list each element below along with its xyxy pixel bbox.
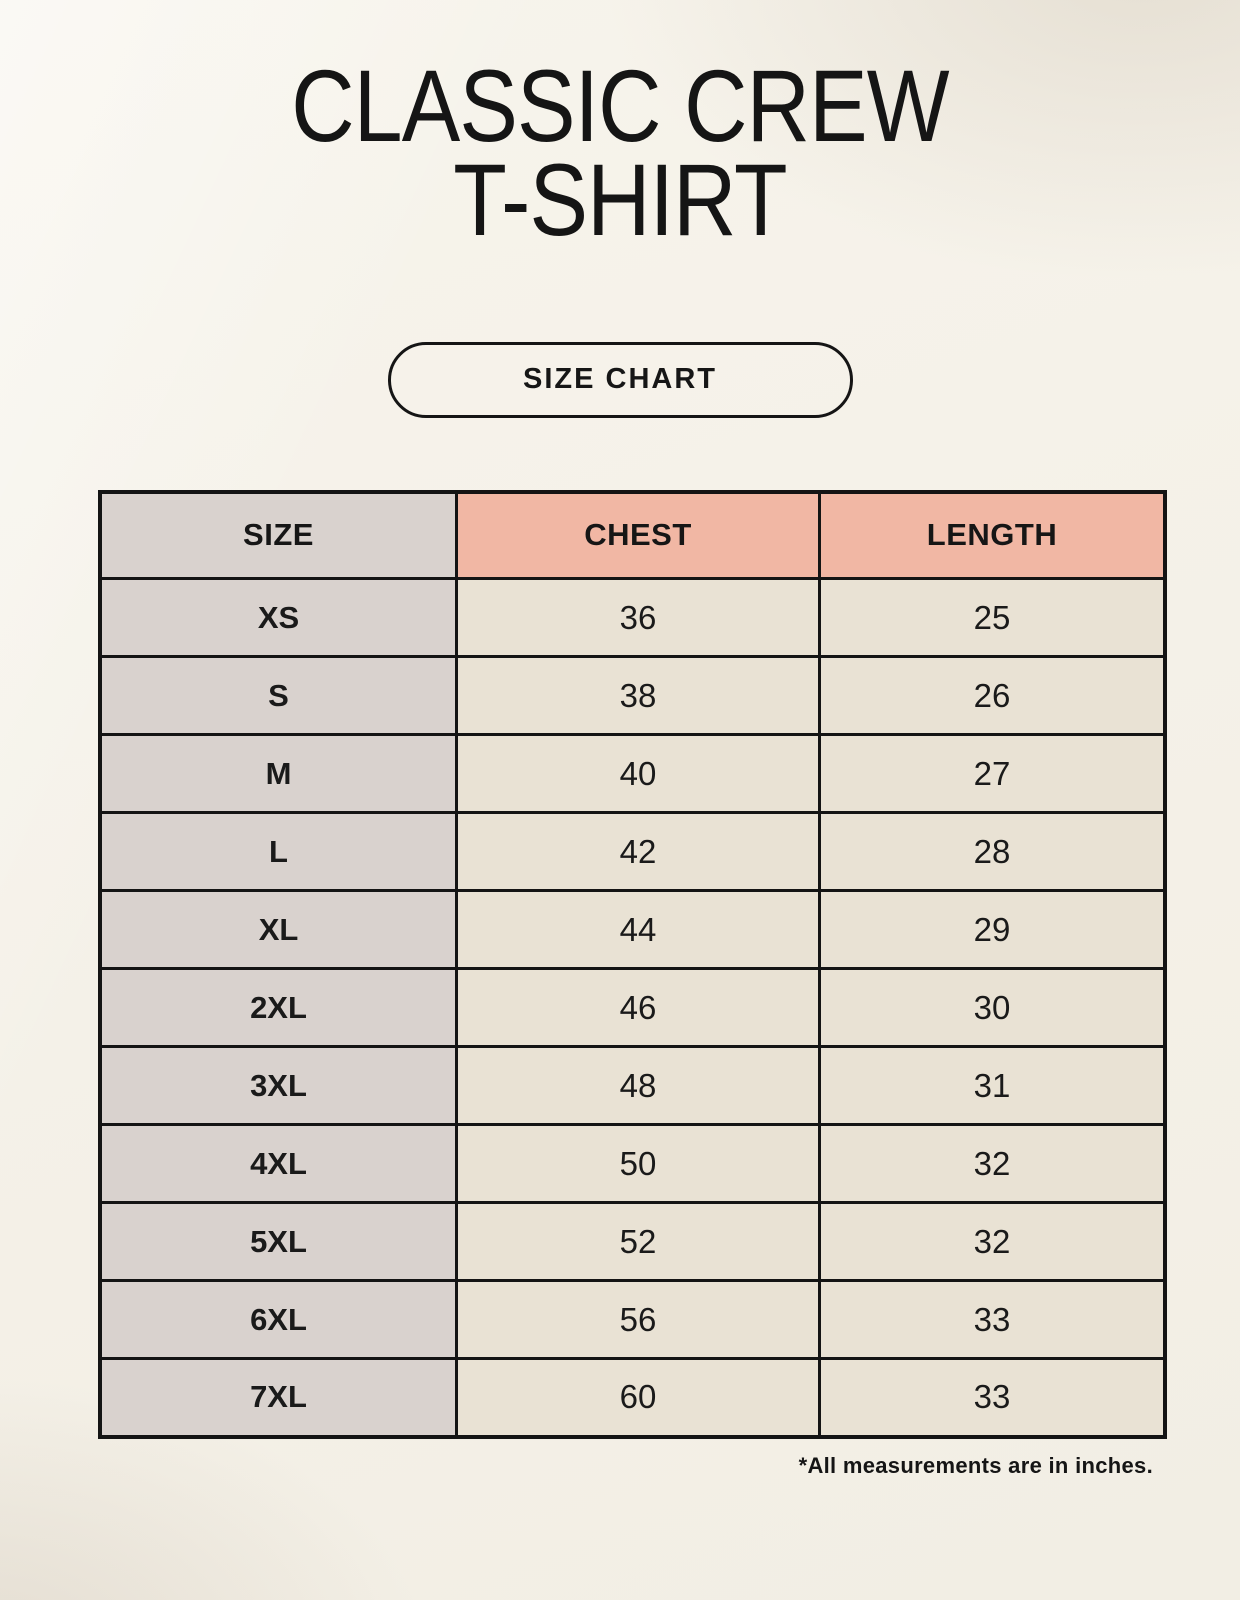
chest-value: 46: [455, 967, 821, 1049]
table-row: XS 36 25: [98, 577, 1167, 659]
length-value: 33: [818, 1357, 1167, 1439]
size-label: 4XL: [98, 1123, 458, 1205]
chest-value: 48: [455, 1045, 821, 1127]
table-row: 3XL 48 31: [98, 1045, 1167, 1127]
table-row: S 38 26: [98, 655, 1167, 737]
length-value: 29: [818, 889, 1167, 971]
table-row: 5XL 52 32: [98, 1201, 1167, 1283]
length-value: 32: [818, 1201, 1167, 1283]
size-label: 3XL: [98, 1045, 458, 1127]
size-label: S: [98, 655, 458, 737]
table-row: 4XL 50 32: [98, 1123, 1167, 1205]
size-label: 7XL: [98, 1357, 458, 1439]
chest-value: 38: [455, 655, 821, 737]
chest-value: 56: [455, 1279, 821, 1361]
length-value: 31: [818, 1045, 1167, 1127]
table-row: 7XL 60 33: [98, 1357, 1167, 1439]
size-label: XL: [98, 889, 458, 971]
chest-value: 50: [455, 1123, 821, 1205]
length-value: 26: [818, 655, 1167, 737]
page-title-line2: T-SHIRT: [453, 142, 787, 257]
size-chart-table: SIZE CHEST LENGTH XS 36 25 S 38 26 M 40 …: [98, 489, 1167, 1439]
size-label: 5XL: [98, 1201, 458, 1283]
table-row: L 42 28: [98, 811, 1167, 893]
size-label: 6XL: [98, 1279, 458, 1361]
column-header-length: LENGTH: [818, 490, 1167, 581]
measurements-footnote: *All measurements are in inches.: [798, 1452, 1153, 1478]
length-value: 30: [818, 967, 1167, 1049]
chest-value: 36: [455, 577, 821, 659]
size-label: XS: [98, 577, 458, 659]
chest-value: 52: [455, 1201, 821, 1283]
chest-value: 42: [455, 811, 821, 893]
chest-value: 40: [455, 733, 821, 815]
column-header-chest: CHEST: [455, 490, 821, 581]
title-block: CLASSIC CREW T-SHIRT: [0, 0, 1240, 251]
table-row: M 40 27: [98, 733, 1167, 815]
table-header-row: SIZE CHEST LENGTH: [98, 490, 1167, 581]
size-label: L: [98, 811, 458, 893]
length-value: 25: [818, 577, 1167, 659]
chest-value: 44: [455, 889, 821, 971]
table-row: 6XL 56 33: [98, 1279, 1167, 1361]
length-value: 33: [818, 1279, 1167, 1361]
column-header-size: SIZE: [98, 490, 458, 581]
length-value: 32: [818, 1123, 1167, 1205]
size-label: M: [98, 733, 458, 815]
table-row: XL 44 29: [98, 889, 1167, 971]
page-title-line1: CLASSIC CREW: [291, 49, 949, 163]
chest-value: 60: [455, 1357, 821, 1439]
size-chart-badge-label: SIZE CHART: [523, 363, 717, 396]
page-title: CLASSIC CREW T-SHIRT: [87, 55, 1153, 251]
size-chart-badge[interactable]: SIZE CHART: [387, 341, 853, 418]
table-row: 2XL 46 30: [98, 967, 1167, 1049]
length-value: 27: [818, 733, 1167, 815]
length-value: 28: [818, 811, 1167, 893]
size-label: 2XL: [98, 967, 458, 1049]
